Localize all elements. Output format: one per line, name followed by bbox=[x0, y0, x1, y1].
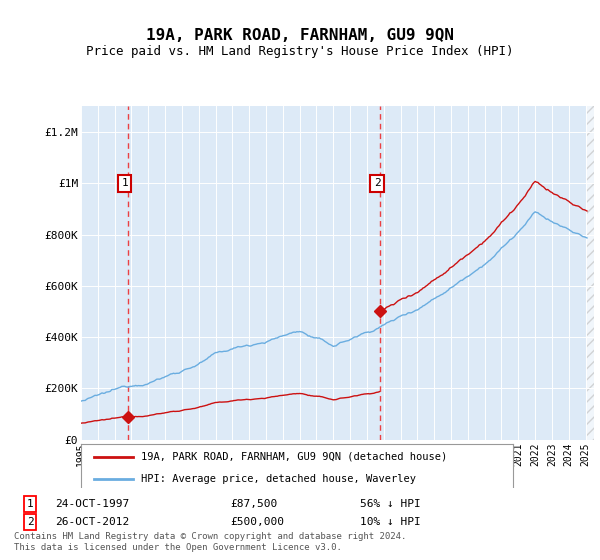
Text: 56% ↓ HPI: 56% ↓ HPI bbox=[360, 500, 421, 509]
Text: 19A, PARK ROAD, FARNHAM, GU9 9QN (detached house): 19A, PARK ROAD, FARNHAM, GU9 9QN (detach… bbox=[142, 452, 448, 462]
Text: 2: 2 bbox=[374, 178, 380, 188]
Text: HPI: Average price, detached house, Waverley: HPI: Average price, detached house, Wave… bbox=[142, 474, 416, 483]
Text: 1: 1 bbox=[26, 500, 34, 509]
Text: £87,500: £87,500 bbox=[230, 500, 277, 509]
Text: 19A, PARK ROAD, FARNHAM, GU9 9QN: 19A, PARK ROAD, FARNHAM, GU9 9QN bbox=[146, 29, 454, 43]
Text: 26-OCT-2012: 26-OCT-2012 bbox=[55, 517, 129, 527]
Text: 1: 1 bbox=[121, 178, 128, 188]
Text: 24-OCT-1997: 24-OCT-1997 bbox=[55, 500, 129, 509]
Text: 2: 2 bbox=[26, 517, 34, 527]
Text: Contains HM Land Registry data © Crown copyright and database right 2024.
This d: Contains HM Land Registry data © Crown c… bbox=[14, 533, 406, 552]
Text: 10% ↓ HPI: 10% ↓ HPI bbox=[360, 517, 421, 527]
Text: £500,000: £500,000 bbox=[230, 517, 284, 527]
Text: Price paid vs. HM Land Registry's House Price Index (HPI): Price paid vs. HM Land Registry's House … bbox=[86, 45, 514, 58]
